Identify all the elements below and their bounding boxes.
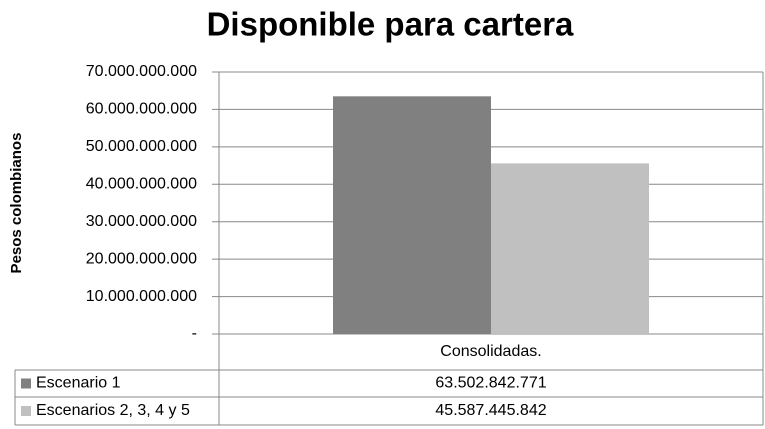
- y-axis-label: Pesos colombianos: [8, 133, 25, 274]
- x-tick-label: Consolidadas.: [440, 343, 541, 360]
- y-tick-label: 50.000.000.000: [86, 138, 197, 155]
- y-tick-label: 70.000.000.000: [86, 63, 197, 80]
- table-value: 45.587.445.842: [435, 402, 546, 419]
- chart-title: Disponible para cartera: [207, 6, 574, 43]
- table-value: 63.502.842.771: [435, 375, 546, 392]
- y-tick-label: 40.000.000.000: [86, 176, 197, 193]
- legend-key: [21, 378, 31, 389]
- y-tick-label: 60.000.000.000: [86, 101, 197, 118]
- y-tick-label: 30.000.000.000: [86, 213, 197, 230]
- y-tick-label: -: [192, 325, 197, 342]
- bar: [491, 163, 649, 334]
- bar: [333, 96, 491, 334]
- legend-label: Escenarios 2, 3, 4 y 5: [36, 402, 190, 419]
- legend-label: Escenario 1: [36, 375, 121, 392]
- y-tick-label: 20.000.000.000: [86, 250, 197, 267]
- legend-key: [21, 406, 31, 416]
- y-tick-label: 10.000.000.000: [86, 288, 197, 305]
